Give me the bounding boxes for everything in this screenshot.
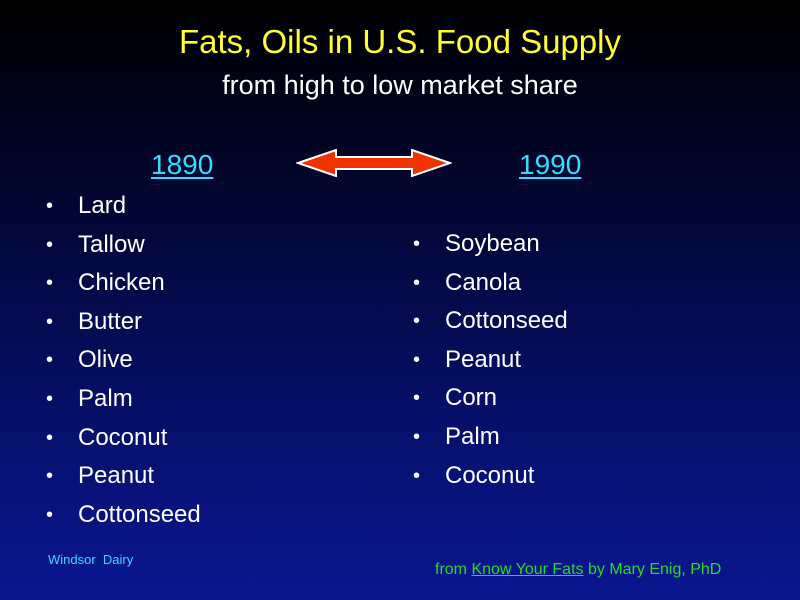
list-item: • Coconut	[413, 457, 568, 496]
list-item-label: Coconut	[78, 423, 168, 451]
list-item-label: Palm	[78, 384, 133, 412]
list-item: • Palm	[46, 380, 201, 419]
list-item: • Cottonseed	[46, 496, 201, 535]
bullet-icon: •	[46, 233, 54, 256]
source-suffix: by Mary Enig, PhD	[583, 561, 722, 578]
year-1990-link[interactable]: 1990	[519, 149, 582, 180]
list-1990: • Soybean • Canola • Cottonseed • Peanut • Corn • P…	[413, 225, 568, 495]
bullet-icon: •	[413, 464, 421, 487]
footer-source: from Know Your Fats by Mary Enig, PhD	[435, 561, 721, 579]
list-item: • Canola	[413, 264, 568, 303]
bullet-icon: •	[46, 387, 54, 410]
list-item: • Butter	[46, 303, 201, 342]
list-item-label: Canola	[445, 268, 522, 296]
list-item: • Peanut	[46, 457, 201, 496]
list-item-label: Tallow	[78, 230, 145, 258]
bullet-icon: •	[46, 310, 54, 333]
list-item-label: Chicken	[78, 269, 165, 297]
list-item: • Tallow	[46, 226, 201, 265]
bullet-icon: •	[413, 425, 421, 448]
footer-left-credit: Windsor Dairy	[48, 552, 134, 567]
bullet-icon: •	[46, 465, 54, 488]
bullet-icon: •	[46, 349, 54, 372]
list-item: • Chicken	[46, 264, 201, 303]
list-item: • Cottonseed	[413, 302, 568, 341]
bullet-icon: •	[413, 348, 421, 371]
list-item-label: Soybean	[445, 230, 540, 257]
list-1890: • Lard • Tallow • Chicken • Butter • Olive • Palm • C…	[46, 187, 201, 534]
bullet-icon: •	[46, 503, 54, 526]
source-prefix: from	[435, 561, 472, 578]
know-your-fats-link[interactable]: Know Your Fats	[471, 561, 584, 578]
list-item: • Palm	[413, 418, 568, 457]
list-item: • Coconut	[46, 419, 201, 458]
list-item: • Peanut	[413, 341, 568, 380]
double-headed-arrow-icon	[296, 149, 452, 177]
bullet-icon: •	[46, 426, 54, 449]
list-item: • Corn	[413, 379, 568, 418]
bullet-icon: •	[413, 233, 421, 255]
list-item-label: Olive	[78, 346, 133, 374]
slide-subtitle: from high to low market share	[222, 70, 578, 100]
bullet-icon: •	[413, 310, 421, 333]
list-item: • Lard	[46, 187, 201, 226]
year-1890-link[interactable]: 1890	[151, 149, 214, 180]
list-item-label: Coconut	[445, 461, 535, 489]
list-item-label: Lard	[78, 192, 127, 219]
list-item: • Soybean	[413, 225, 568, 264]
slide-title: Fats, Oils in U.S. Food Supply	[178, 23, 621, 60]
bullet-icon: •	[413, 271, 421, 294]
bullet-icon: •	[46, 272, 54, 295]
list-item: • Olive	[46, 341, 201, 380]
list-item-label: Palm	[445, 422, 500, 450]
list-item-label: Peanut	[78, 462, 155, 490]
list-item-label: Corn	[445, 384, 498, 412]
list-item-label: Peanut	[445, 345, 522, 373]
list-item-label: Butter	[78, 307, 143, 335]
list-item-label: Cottonseed	[445, 307, 568, 335]
list-item-label: Cottonseed	[78, 500, 201, 528]
bullet-icon: •	[46, 195, 54, 217]
bullet-icon: •	[413, 387, 421, 410]
